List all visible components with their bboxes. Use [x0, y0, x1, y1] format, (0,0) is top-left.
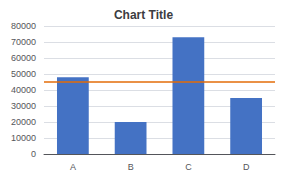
svg-text:D: D	[243, 162, 250, 172]
svg-text:80000: 80000	[11, 21, 36, 31]
svg-text:20000: 20000	[11, 117, 36, 127]
svg-text:C: C	[185, 162, 192, 172]
svg-text:10000: 10000	[11, 133, 36, 143]
svg-text:50000: 50000	[11, 69, 36, 79]
svg-text:60000: 60000	[11, 53, 36, 63]
svg-text:A: A	[70, 162, 76, 172]
svg-text:70000: 70000	[11, 37, 36, 47]
svg-text:30000: 30000	[11, 101, 36, 111]
svg-text:0: 0	[31, 149, 36, 159]
svg-text:Chart Title: Chart Title	[114, 8, 173, 22]
svg-text:B: B	[128, 162, 134, 172]
svg-text:40000: 40000	[11, 85, 36, 95]
